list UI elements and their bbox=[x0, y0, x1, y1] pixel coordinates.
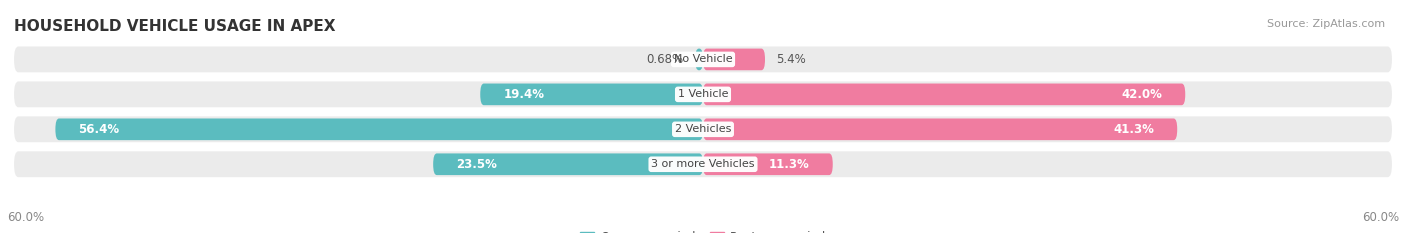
Text: 1 Vehicle: 1 Vehicle bbox=[678, 89, 728, 99]
Text: 3 or more Vehicles: 3 or more Vehicles bbox=[651, 159, 755, 169]
FancyBboxPatch shape bbox=[703, 49, 765, 70]
FancyBboxPatch shape bbox=[14, 116, 1392, 142]
Text: 23.5%: 23.5% bbox=[456, 158, 496, 171]
Text: HOUSEHOLD VEHICLE USAGE IN APEX: HOUSEHOLD VEHICLE USAGE IN APEX bbox=[14, 19, 336, 34]
Text: Source: ZipAtlas.com: Source: ZipAtlas.com bbox=[1267, 19, 1385, 29]
Text: 19.4%: 19.4% bbox=[503, 88, 544, 101]
Text: 41.3%: 41.3% bbox=[1114, 123, 1154, 136]
Text: 0.68%: 0.68% bbox=[647, 53, 683, 66]
Legend: Owner-occupied, Renter-occupied: Owner-occupied, Renter-occupied bbox=[575, 226, 831, 233]
FancyBboxPatch shape bbox=[14, 151, 1392, 177]
Text: 2 Vehicles: 2 Vehicles bbox=[675, 124, 731, 134]
Text: 5.4%: 5.4% bbox=[776, 53, 806, 66]
FancyBboxPatch shape bbox=[695, 49, 703, 70]
FancyBboxPatch shape bbox=[703, 118, 1177, 140]
Text: 11.3%: 11.3% bbox=[769, 158, 810, 171]
FancyBboxPatch shape bbox=[481, 84, 703, 105]
Text: No Vehicle: No Vehicle bbox=[673, 55, 733, 64]
FancyBboxPatch shape bbox=[14, 47, 1392, 72]
Text: 56.4%: 56.4% bbox=[79, 123, 120, 136]
FancyBboxPatch shape bbox=[55, 118, 703, 140]
FancyBboxPatch shape bbox=[703, 84, 1185, 105]
FancyBboxPatch shape bbox=[14, 82, 1392, 107]
FancyBboxPatch shape bbox=[703, 154, 832, 175]
Text: 60.0%: 60.0% bbox=[1362, 211, 1399, 224]
FancyBboxPatch shape bbox=[433, 154, 703, 175]
Text: 42.0%: 42.0% bbox=[1122, 88, 1163, 101]
Text: 60.0%: 60.0% bbox=[7, 211, 44, 224]
